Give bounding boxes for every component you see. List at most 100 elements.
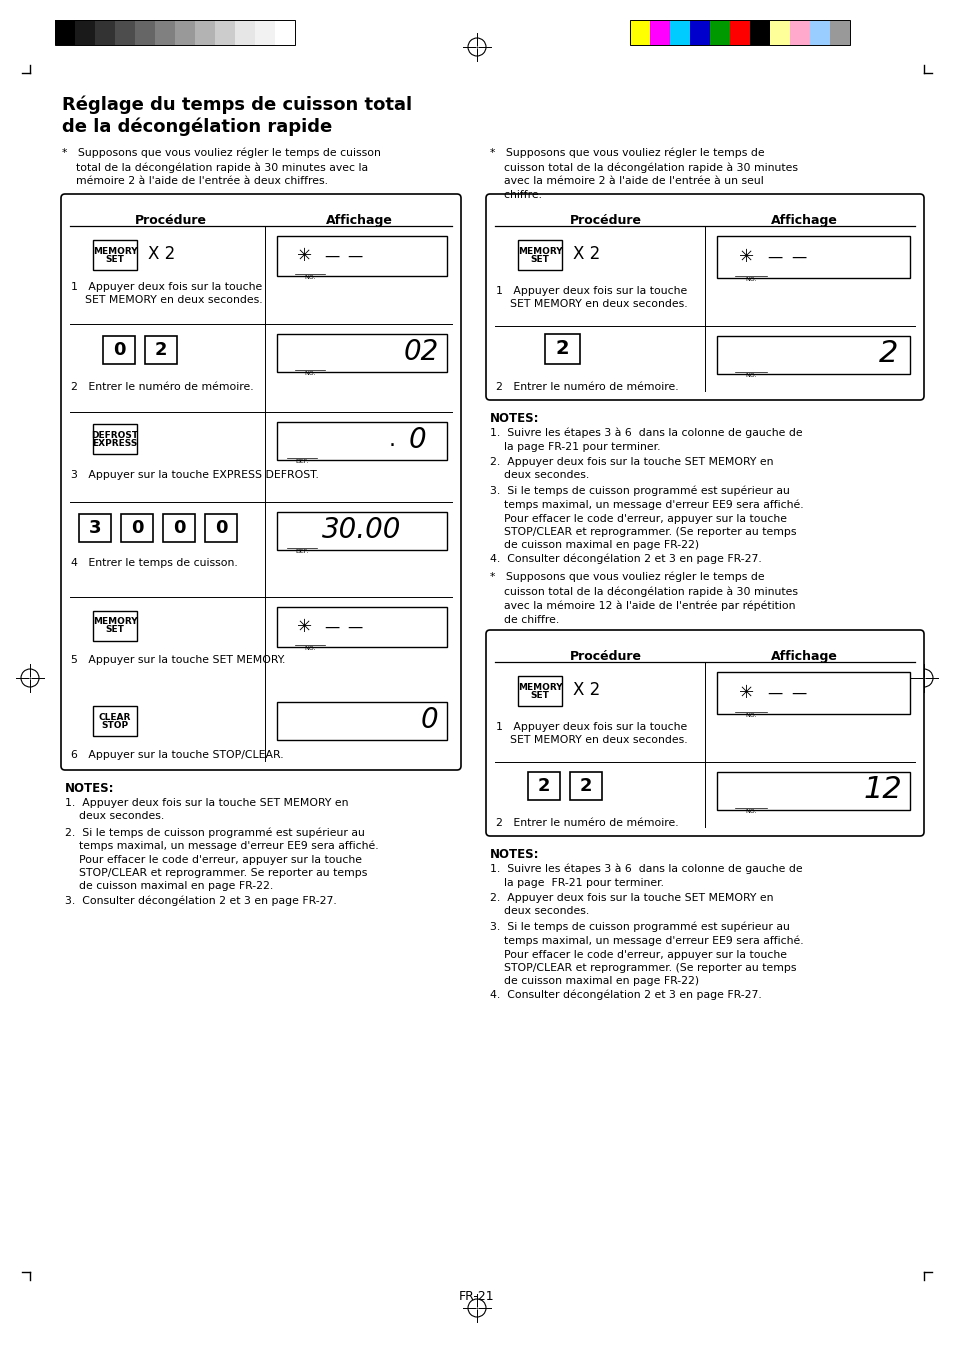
Bar bbox=[527, 772, 559, 801]
Text: 2: 2 bbox=[555, 339, 568, 359]
Text: NO.: NO. bbox=[744, 713, 756, 718]
Bar bbox=[92, 612, 137, 641]
Text: Affichage: Affichage bbox=[325, 215, 392, 227]
Text: X 2: X 2 bbox=[573, 244, 599, 263]
Bar bbox=[629, 20, 649, 45]
Bar bbox=[729, 20, 749, 45]
Text: ✳: ✳ bbox=[739, 684, 754, 702]
Text: —: — bbox=[766, 686, 781, 701]
Text: ✳: ✳ bbox=[297, 618, 313, 636]
Bar bbox=[544, 333, 579, 364]
FancyBboxPatch shape bbox=[61, 194, 460, 769]
Text: .: . bbox=[388, 431, 395, 450]
Text: CLEAR: CLEAR bbox=[99, 713, 132, 721]
Bar bbox=[92, 706, 137, 736]
Text: NOTES:: NOTES: bbox=[65, 782, 114, 795]
Text: DEF.: DEF. bbox=[294, 459, 308, 464]
Bar bbox=[749, 20, 769, 45]
Text: MEMORY: MEMORY bbox=[517, 683, 561, 691]
Bar bbox=[629, 20, 849, 45]
Text: 4.  Consulter décongélation 2 et 3 en page FR-27.: 4. Consulter décongélation 2 et 3 en pag… bbox=[490, 990, 760, 1000]
Bar bbox=[789, 20, 809, 45]
Bar bbox=[145, 336, 177, 364]
Bar bbox=[103, 336, 135, 364]
Bar bbox=[709, 20, 729, 45]
Text: 2   Entrer le numéro de mémoire.: 2 Entrer le numéro de mémoire. bbox=[71, 382, 253, 391]
Text: 0: 0 bbox=[112, 342, 125, 359]
Bar bbox=[769, 20, 789, 45]
Text: —: — bbox=[791, 686, 806, 701]
Text: 0: 0 bbox=[408, 427, 425, 454]
Bar bbox=[649, 20, 669, 45]
Text: NO.: NO. bbox=[304, 371, 315, 377]
Text: 02: 02 bbox=[403, 338, 438, 366]
Text: 1   Appuyer deux fois sur la touche
    SET MEMORY en deux secondes.: 1 Appuyer deux fois sur la touche SET ME… bbox=[496, 722, 687, 745]
Text: EXPRESS: EXPRESS bbox=[92, 439, 137, 447]
Bar bbox=[194, 20, 214, 45]
Text: —: — bbox=[324, 620, 339, 634]
Bar bbox=[135, 20, 154, 45]
Text: 0: 0 bbox=[172, 518, 185, 537]
FancyBboxPatch shape bbox=[485, 630, 923, 836]
Text: DEF.: DEF. bbox=[294, 549, 308, 553]
Text: NO.: NO. bbox=[744, 277, 756, 282]
Text: 2.  Appuyer deux fois sur la touche SET MEMORY en
    deux secondes.: 2. Appuyer deux fois sur la touche SET M… bbox=[490, 458, 773, 481]
Bar bbox=[276, 333, 447, 373]
Bar bbox=[276, 236, 447, 275]
Text: 2: 2 bbox=[878, 339, 897, 369]
Bar bbox=[214, 20, 234, 45]
Text: 2.  Appuyer deux fois sur la touche SET MEMORY en
    deux secondes.: 2. Appuyer deux fois sur la touche SET M… bbox=[490, 892, 773, 917]
Text: 3: 3 bbox=[89, 518, 101, 537]
Bar bbox=[717, 772, 909, 810]
Text: ✳: ✳ bbox=[297, 247, 313, 265]
Text: 2: 2 bbox=[537, 778, 550, 795]
Bar bbox=[121, 514, 152, 541]
Text: DEFROST: DEFROST bbox=[91, 431, 138, 440]
Bar bbox=[234, 20, 254, 45]
Text: 1.  Appuyer deux fois sur la touche SET MEMORY en
    deux secondes.: 1. Appuyer deux fois sur la touche SET M… bbox=[65, 798, 348, 821]
Bar bbox=[669, 20, 689, 45]
Bar bbox=[517, 240, 561, 270]
Text: *   Supposons que vous vouliez régler le temps de cuisson
    total de la décong: * Supposons que vous vouliez régler le t… bbox=[62, 148, 380, 186]
Bar bbox=[829, 20, 849, 45]
Text: MEMORY: MEMORY bbox=[92, 247, 137, 255]
Text: Affichage: Affichage bbox=[770, 215, 837, 227]
Bar bbox=[95, 20, 115, 45]
Bar bbox=[163, 514, 194, 541]
Bar bbox=[55, 20, 75, 45]
Text: MEMORY: MEMORY bbox=[92, 617, 137, 626]
Bar bbox=[276, 512, 447, 549]
Bar bbox=[115, 20, 135, 45]
Text: Procédure: Procédure bbox=[134, 215, 207, 227]
Text: X 2: X 2 bbox=[573, 680, 599, 699]
Text: 0: 0 bbox=[214, 518, 227, 537]
Text: 4.  Consulter décongélation 2 et 3 en page FR-27.: 4. Consulter décongélation 2 et 3 en pag… bbox=[490, 554, 760, 564]
Text: *   Supposons que vous vouliez régler le temps de
    cuisson total de la décong: * Supposons que vous vouliez régler le t… bbox=[490, 572, 797, 625]
Bar bbox=[276, 608, 447, 647]
Text: NO.: NO. bbox=[744, 809, 756, 814]
Bar bbox=[274, 20, 294, 45]
Text: STOP: STOP bbox=[101, 721, 129, 729]
Text: 2: 2 bbox=[154, 342, 167, 359]
Bar bbox=[254, 20, 274, 45]
Text: 3.  Si le temps de cuisson programmé est supérieur au
    temps maximal, un mess: 3. Si le temps de cuisson programmé est … bbox=[490, 922, 802, 986]
Text: 1.  Suivre les étapes 3 à 6  dans la colonne de gauche de
    la page FR-21 pour: 1. Suivre les étapes 3 à 6 dans la colon… bbox=[490, 428, 801, 452]
Text: Procédure: Procédure bbox=[570, 215, 641, 227]
Bar bbox=[717, 336, 909, 374]
Text: 0: 0 bbox=[419, 706, 437, 734]
Bar bbox=[809, 20, 829, 45]
Text: 1   Appuyer deux fois sur la touche
    SET MEMORY en deux secondes.: 1 Appuyer deux fois sur la touche SET ME… bbox=[71, 282, 262, 305]
Text: —: — bbox=[324, 248, 339, 263]
Text: 2   Entrer le numéro de mémoire.: 2 Entrer le numéro de mémoire. bbox=[496, 382, 678, 391]
Text: 0: 0 bbox=[131, 518, 143, 537]
Text: Réglage du temps de cuisson total
de la décongélation rapide: Réglage du temps de cuisson total de la … bbox=[62, 95, 412, 135]
Text: —: — bbox=[347, 248, 362, 263]
Text: Procédure: Procédure bbox=[570, 649, 641, 663]
FancyBboxPatch shape bbox=[485, 194, 923, 400]
Bar bbox=[92, 240, 137, 270]
Text: NO.: NO. bbox=[744, 373, 756, 378]
Text: 30.00: 30.00 bbox=[322, 516, 401, 544]
Text: NO.: NO. bbox=[304, 275, 315, 279]
Text: 2.  Si le temps de cuisson programmé est supérieur au
    temps maximal, un mess: 2. Si le temps de cuisson programmé est … bbox=[65, 828, 378, 891]
Text: SET: SET bbox=[530, 690, 549, 699]
